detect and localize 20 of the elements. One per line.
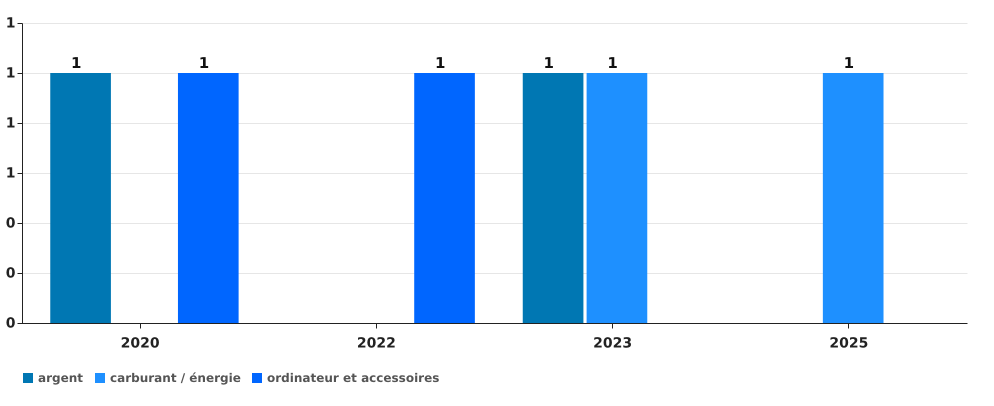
y-tick-label: 1 — [6, 16, 16, 32]
legend-label: carburant / énergie — [110, 371, 241, 385]
data-label: 1 — [71, 54, 82, 72]
y-tick-label: 1 — [6, 166, 16, 182]
x-tick-label: 2025 — [829, 336, 868, 352]
y-tick-label: 0 — [6, 316, 16, 332]
y-tick-label: 1 — [6, 116, 16, 132]
y-tick-label: 1 — [6, 66, 16, 82]
data-label: 1 — [607, 54, 618, 72]
x-tick-label: 2022 — [356, 336, 396, 352]
data-label: 1 — [435, 54, 446, 72]
legend-label: ordinateur et accessoires — [267, 371, 440, 385]
x-tick-label: 2023 — [593, 336, 632, 352]
data-label: 1 — [844, 54, 854, 72]
legend-label: argent — [38, 371, 84, 385]
data-label: 1 — [544, 54, 554, 72]
y-tick-label: 0 — [6, 266, 16, 282]
x-tick-label: 2020 — [120, 336, 160, 352]
y-tick-label: 0 — [6, 216, 16, 232]
data-label: 1 — [198, 54, 210, 72]
